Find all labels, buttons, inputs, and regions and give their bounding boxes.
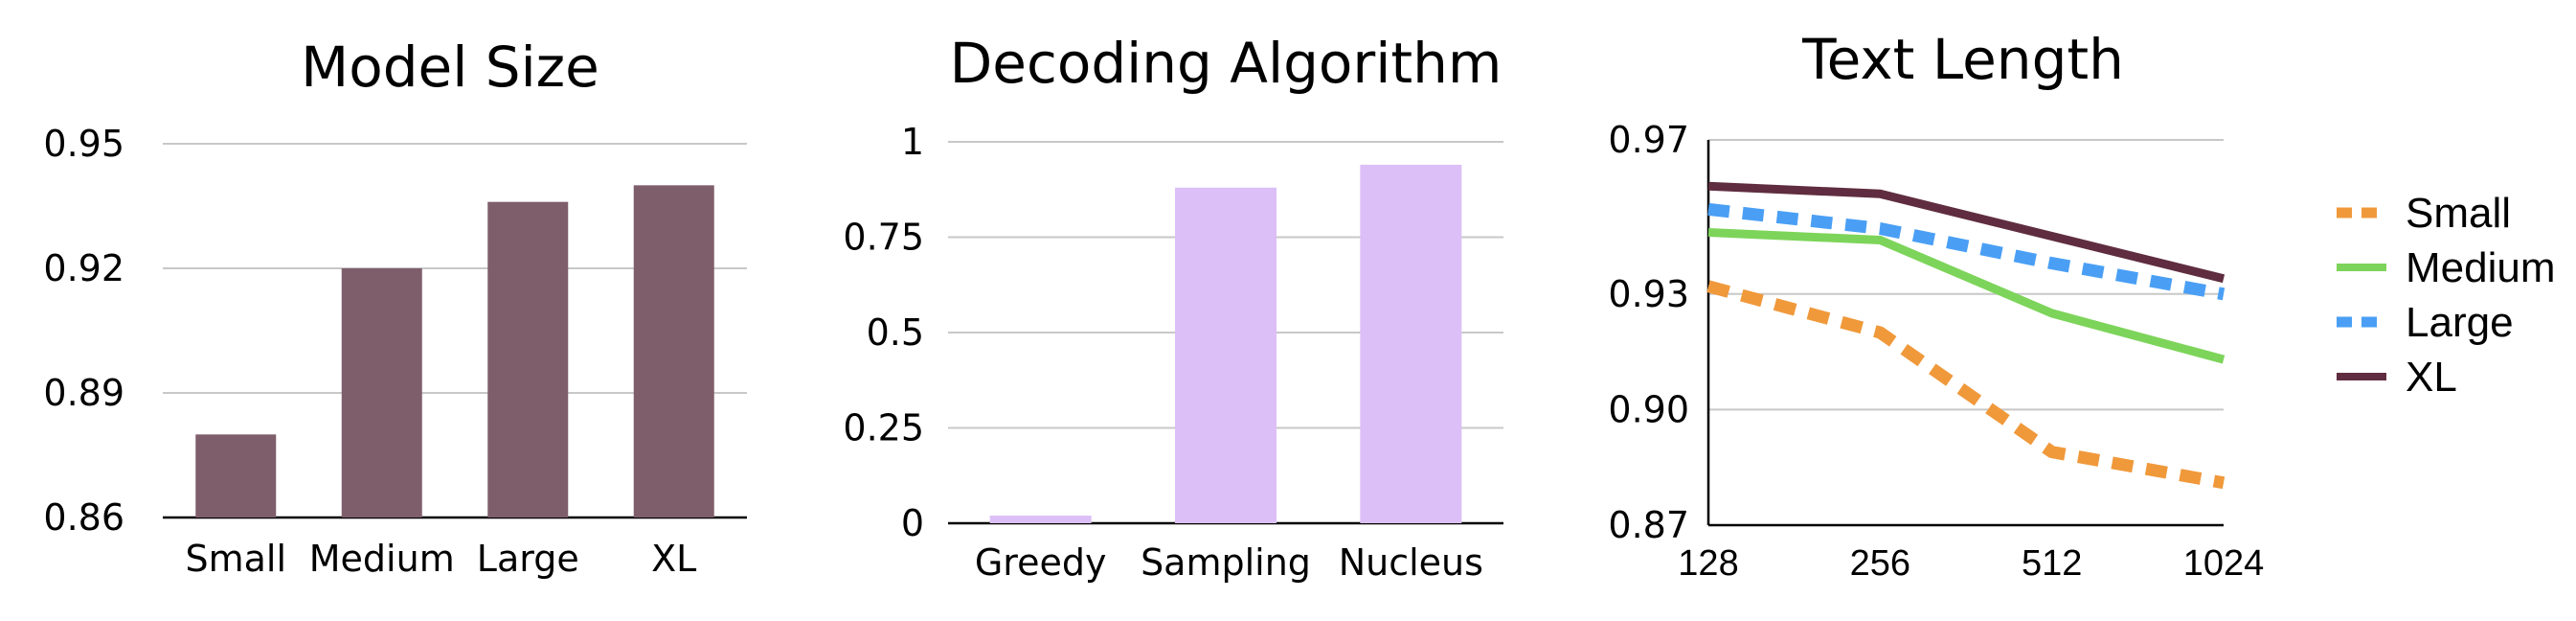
y-tick-label: 1 bbox=[901, 121, 924, 163]
legend-label: Large bbox=[2406, 299, 2514, 346]
x-tick-label: Sampling bbox=[1141, 541, 1311, 584]
chart-title: Text Length bbox=[1801, 27, 2124, 92]
x-tick-label: Greedy bbox=[975, 541, 1107, 584]
legend-label: Medium bbox=[2406, 244, 2556, 291]
y-tick-label: 0.87 bbox=[1608, 504, 1689, 546]
bar bbox=[633, 185, 714, 518]
x-tick-label: 128 bbox=[1678, 543, 1738, 584]
bar bbox=[341, 268, 422, 518]
series-line-xl bbox=[1707, 181, 2226, 284]
model-size-chart: Model Size 0.86 0.89 0.92 0.95 Small Medium L… bbox=[43, 34, 747, 580]
y-tick-label: 0.93 bbox=[1608, 273, 1689, 315]
decoding-algorithm-chart: Decoding Algorithm 0 0.25 0.5 0.75 1 Greedy S… bbox=[843, 31, 1503, 584]
x-tick-label: 1024 bbox=[2183, 543, 2265, 584]
series-line-medium bbox=[1707, 227, 2226, 364]
y-tick-label: 0.25 bbox=[843, 407, 924, 449]
bar bbox=[989, 516, 1092, 523]
x-tick-label: Large bbox=[477, 538, 579, 580]
x-tick-label: XL bbox=[651, 538, 696, 580]
y-tick-label: 0.75 bbox=[843, 217, 924, 259]
chart-title: Decoding Algorithm bbox=[950, 31, 1503, 96]
x-tick-label: 512 bbox=[2022, 543, 2082, 584]
x-tick-label: Small bbox=[185, 538, 286, 580]
series-line-small bbox=[1706, 280, 2226, 490]
y-tick-label: 0.92 bbox=[43, 247, 124, 289]
legend-label: XL bbox=[2406, 354, 2457, 401]
chart-title: Model Size bbox=[301, 34, 599, 100]
x-tick-label: Medium bbox=[309, 538, 455, 580]
legend: Small Medium Large XL bbox=[2337, 190, 2556, 401]
y-tick-label: 0.86 bbox=[43, 496, 124, 539]
y-tick-label: 0 bbox=[901, 502, 924, 544]
bar bbox=[195, 434, 277, 518]
y-tick-label: 0.5 bbox=[867, 311, 924, 354]
bar bbox=[1175, 187, 1277, 523]
text-length-chart: Text Length 0.87 0.90 0.93 0.97 128 256 512 10… bbox=[1608, 27, 2555, 584]
y-tick-label: 0.89 bbox=[43, 372, 124, 414]
bar bbox=[487, 201, 569, 518]
x-tick-label: 256 bbox=[1850, 543, 1910, 584]
series-line-large bbox=[1707, 202, 2226, 301]
y-tick-label: 0.97 bbox=[1608, 119, 1689, 161]
y-tick-label: 0.95 bbox=[43, 123, 124, 165]
x-tick-label: Nucleus bbox=[1339, 541, 1483, 584]
y-tick-label: 0.90 bbox=[1608, 388, 1689, 430]
bar bbox=[1360, 164, 1462, 523]
legend-label: Small bbox=[2406, 190, 2511, 237]
